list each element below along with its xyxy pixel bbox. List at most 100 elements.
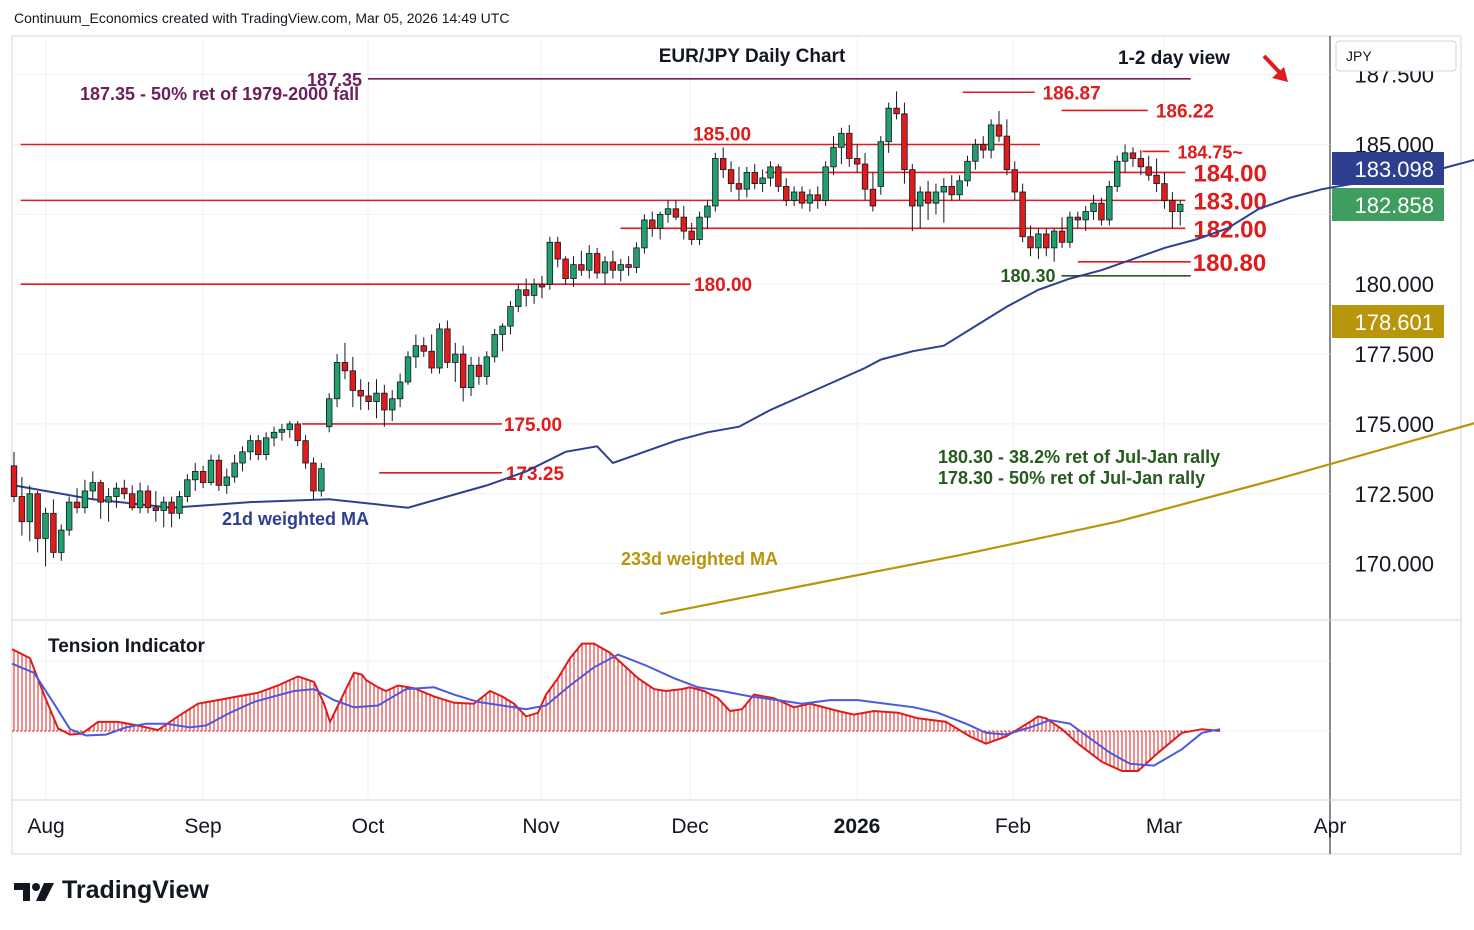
candle-body (1090, 202, 1097, 212)
candle-body (822, 166, 829, 201)
candle-body (176, 496, 183, 514)
candle-body (184, 479, 191, 497)
candle-body (499, 325, 506, 335)
annotation-fib-380: 180.30 - 38.2% ret of Jul-Jan rally (938, 447, 1220, 467)
candle-body (1114, 160, 1121, 187)
candle-body (688, 230, 695, 240)
time-tick-label: Oct (352, 815, 385, 838)
candle-body (10, 465, 18, 497)
candle-body (444, 328, 451, 363)
candle-body (617, 264, 624, 271)
candle-body (995, 124, 1003, 137)
candle-body (743, 172, 751, 190)
candle-body (664, 208, 672, 215)
candle-body (1066, 216, 1074, 243)
candle-body (89, 482, 96, 492)
candle-body (515, 289, 522, 307)
time-tick-label: Dec (671, 815, 708, 838)
candle-body (885, 107, 892, 143)
candle-body (830, 146, 837, 168)
candle-body (656, 213, 664, 229)
currency-label: JPY (1346, 48, 1372, 64)
candle-body (956, 180, 963, 196)
candle-body (578, 264, 585, 271)
candle-body (325, 398, 333, 428)
candle-body (105, 496, 112, 503)
candle-body (759, 177, 766, 185)
level-label: 185.00 (693, 125, 751, 146)
level-label: 173.25 (506, 464, 565, 485)
candle-body (530, 283, 538, 296)
ma233-line (659, 422, 1474, 615)
price-tick-label: 172.500 (1354, 482, 1434, 507)
candle-body (58, 529, 65, 553)
label-ma233: 233d weighted MA (621, 549, 778, 569)
tension-signal-line (11, 653, 1221, 767)
candle-body (727, 169, 735, 185)
view-label: 1-2 day view (1118, 48, 1230, 69)
candle-body (869, 188, 877, 207)
price-tick-label: 180.000 (1354, 272, 1434, 297)
candle-body (538, 283, 546, 288)
price-badge-label: 182.858 (1354, 193, 1434, 218)
time-tick-label: Sep (184, 815, 221, 838)
chart-frame (11, 35, 1462, 855)
candle-body (1074, 216, 1081, 221)
candle-body (491, 334, 498, 358)
candle-body (357, 389, 364, 397)
candle-body (987, 124, 995, 151)
candles (10, 91, 1184, 567)
time-tick-label: Feb (995, 815, 1031, 838)
candle-body (767, 166, 774, 179)
candle-body (459, 353, 467, 388)
candle-body (1082, 211, 1089, 221)
candle-body (144, 490, 152, 509)
label-ma21: 21d weighted MA (222, 509, 369, 529)
candle-body (1098, 202, 1105, 221)
candle-body (121, 487, 128, 495)
candle-body (373, 392, 380, 402)
tradingview-logo-text: TradingView (62, 876, 209, 904)
candle-body (231, 462, 238, 478)
candle-body (680, 216, 687, 232)
candle-body (964, 160, 971, 182)
tension-title: Tension Indicator (48, 636, 206, 657)
bearish-arrow-icon (1262, 54, 1288, 82)
candle-body (649, 219, 656, 229)
candle-body (1019, 191, 1026, 238)
candle-body (917, 191, 924, 207)
candle-body (593, 253, 601, 274)
candle-body (562, 258, 569, 280)
candle-body (751, 172, 758, 185)
candle-body (696, 216, 703, 240)
candle-body (467, 364, 475, 388)
grid (12, 36, 1330, 800)
level-label: 184.75~ (1177, 142, 1243, 162)
candle-body (672, 208, 680, 218)
price-badge (1332, 305, 1444, 338)
candle-body (428, 350, 435, 369)
candle-body (806, 194, 814, 204)
currency-box[interactable] (1335, 40, 1457, 72)
candle-body (798, 191, 806, 204)
level-label: 186.87 (1043, 83, 1101, 104)
candle-body (507, 306, 514, 327)
level-label: 180.00 (694, 275, 752, 296)
candle-body (199, 470, 207, 483)
candle-body (641, 219, 648, 249)
candle-body (152, 507, 160, 511)
price-tick-label: 175.000 (1354, 412, 1434, 437)
candle-body (625, 264, 632, 268)
candle-body (239, 451, 246, 464)
candle-body (735, 183, 743, 190)
candle-body (160, 501, 167, 511)
candle-body (278, 429, 286, 433)
candle-body (980, 144, 987, 151)
candle-body (1161, 183, 1168, 201)
candle-body (310, 462, 317, 492)
candle-body (775, 166, 782, 187)
candle-body (65, 501, 73, 531)
candle-body (262, 437, 270, 456)
time-axis-ticks: Aug Sep Oct Nov Dec 2026 Feb Mar Apr (27, 815, 1346, 838)
